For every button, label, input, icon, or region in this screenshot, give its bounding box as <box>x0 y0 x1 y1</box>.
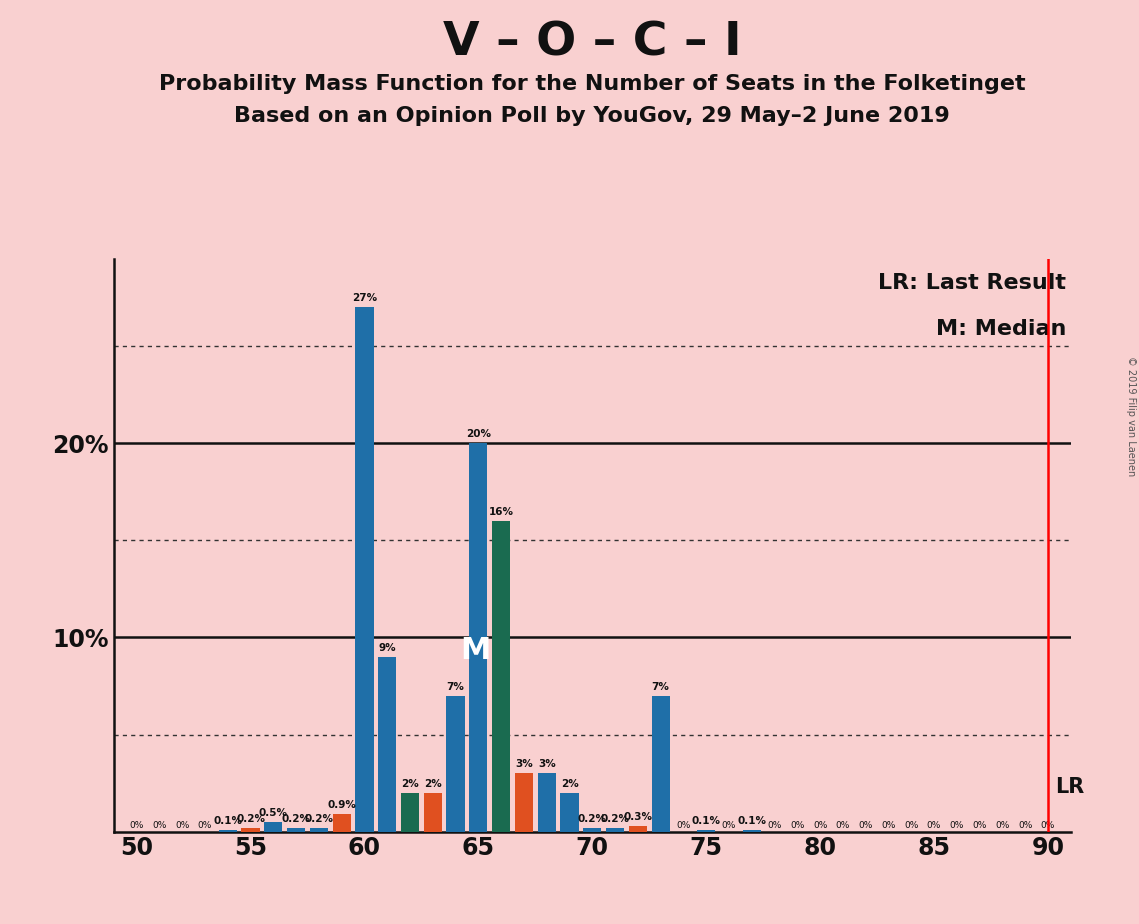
Text: 0%: 0% <box>768 821 781 830</box>
Text: 0.1%: 0.1% <box>213 816 243 826</box>
Text: 0.9%: 0.9% <box>327 800 357 810</box>
Text: 0.2%: 0.2% <box>600 814 630 824</box>
Text: 0%: 0% <box>927 821 941 830</box>
Text: 0.2%: 0.2% <box>304 814 334 824</box>
Text: 0%: 0% <box>198 821 212 830</box>
Text: 0%: 0% <box>836 821 850 830</box>
Text: M: Median: M: Median <box>935 319 1066 339</box>
Text: 0%: 0% <box>130 821 144 830</box>
Text: 2%: 2% <box>401 779 419 789</box>
Text: 0%: 0% <box>790 821 804 830</box>
Text: M: M <box>460 637 490 665</box>
Text: 0.3%: 0.3% <box>623 812 653 821</box>
Bar <box>652 696 670 832</box>
Bar <box>219 830 237 832</box>
Text: 0.2%: 0.2% <box>577 814 607 824</box>
Text: 3%: 3% <box>515 760 533 770</box>
Bar <box>469 444 487 832</box>
Text: 0.1%: 0.1% <box>691 816 721 826</box>
Text: © 2019 Filip van Laenen: © 2019 Filip van Laenen <box>1126 356 1136 476</box>
Bar <box>492 521 510 832</box>
Bar <box>333 814 351 832</box>
Bar <box>241 828 260 832</box>
Bar <box>424 793 442 832</box>
Bar <box>310 828 328 832</box>
Text: 7%: 7% <box>652 682 670 692</box>
Bar <box>583 828 601 832</box>
Text: LR: LR <box>1055 777 1084 796</box>
Text: Probability Mass Function for the Number of Seats in the Folketinget: Probability Mass Function for the Number… <box>159 74 1025 94</box>
Bar <box>264 821 282 832</box>
Text: 0%: 0% <box>153 821 166 830</box>
Text: 0%: 0% <box>859 821 872 830</box>
Bar <box>515 773 533 832</box>
Text: 0.1%: 0.1% <box>737 816 767 826</box>
Text: 0%: 0% <box>1018 821 1032 830</box>
Text: 7%: 7% <box>446 682 465 692</box>
Bar <box>355 308 374 832</box>
Text: 2%: 2% <box>560 779 579 789</box>
Bar <box>629 826 647 832</box>
Bar <box>560 793 579 832</box>
Text: 16%: 16% <box>489 507 514 517</box>
Text: 0%: 0% <box>995 821 1009 830</box>
Bar <box>697 830 715 832</box>
Text: Based on an Opinion Poll by YouGov, 29 May–2 June 2019: Based on an Opinion Poll by YouGov, 29 M… <box>235 106 950 127</box>
Text: V – O – C – I: V – O – C – I <box>443 20 741 66</box>
Text: 0.5%: 0.5% <box>259 808 288 818</box>
Text: 9%: 9% <box>378 643 396 653</box>
Text: 3%: 3% <box>538 760 556 770</box>
Text: 0%: 0% <box>677 821 690 830</box>
Bar <box>743 830 761 832</box>
Text: 0%: 0% <box>973 821 986 830</box>
Text: 0%: 0% <box>175 821 189 830</box>
Text: 0%: 0% <box>882 821 895 830</box>
Text: 0%: 0% <box>722 821 736 830</box>
Bar <box>401 793 419 832</box>
Bar <box>606 828 624 832</box>
Text: 0.2%: 0.2% <box>236 814 265 824</box>
Text: 0%: 0% <box>813 821 827 830</box>
Text: 0%: 0% <box>950 821 964 830</box>
Bar <box>378 657 396 832</box>
Bar <box>538 773 556 832</box>
Text: 20%: 20% <box>466 430 491 439</box>
Bar <box>287 828 305 832</box>
Text: 27%: 27% <box>352 294 377 303</box>
Text: 2%: 2% <box>424 779 442 789</box>
Text: 0%: 0% <box>1041 821 1055 830</box>
Bar <box>446 696 465 832</box>
Text: LR: Last Result: LR: Last Result <box>878 274 1066 293</box>
Text: 0.2%: 0.2% <box>281 814 311 824</box>
Text: 0%: 0% <box>904 821 918 830</box>
